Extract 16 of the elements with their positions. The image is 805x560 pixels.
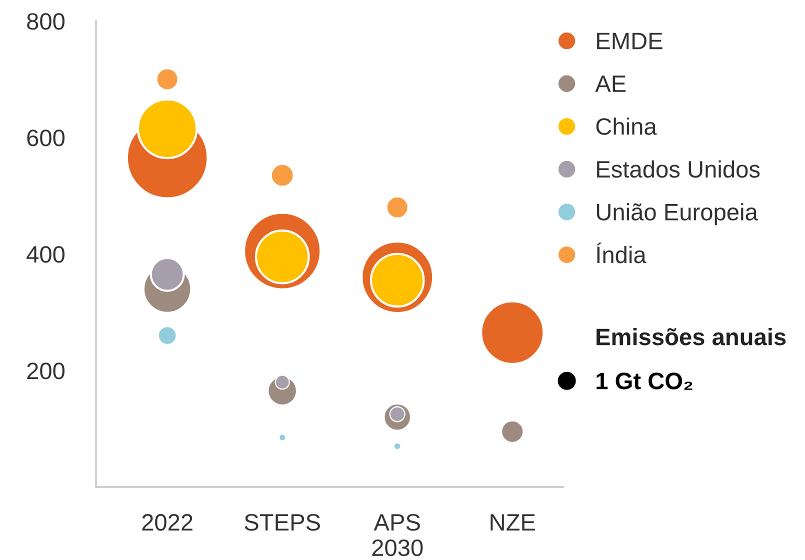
y-tick-label: 600 bbox=[27, 130, 65, 146]
x-tick-label: APS 2030 bbox=[372, 514, 423, 556]
x-tick-label: 2022 bbox=[142, 514, 192, 531]
x-tick-label: NZE bbox=[490, 514, 535, 530]
x-tick-label: STEPS bbox=[244, 514, 320, 531]
legend-label: China bbox=[596, 118, 657, 135]
legend-label: Estados Unidos bbox=[597, 160, 760, 178]
y-tick-label: 800 bbox=[27, 13, 65, 30]
legend-title: Emissões anuais bbox=[596, 328, 786, 346]
legend-label: AE bbox=[595, 76, 626, 92]
legend-label: União Europeia bbox=[596, 203, 758, 226]
legend-label: 1 Gt CO₂ bbox=[596, 372, 692, 390]
legend-label: Índia bbox=[596, 242, 646, 264]
legend-label: EMDE bbox=[597, 32, 662, 50]
y-tick-label: 200 bbox=[27, 362, 65, 380]
y-tick-label: 400 bbox=[26, 246, 65, 263]
